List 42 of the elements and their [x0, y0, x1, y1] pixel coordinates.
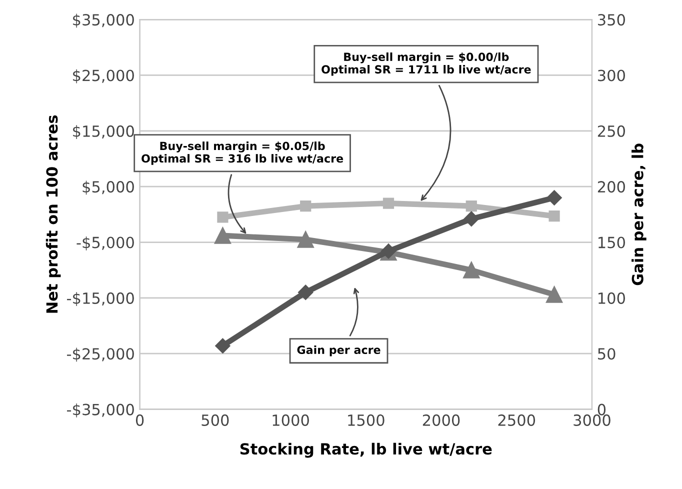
y-tick-label: $25,000: [73, 69, 134, 84]
y2-tick-label: 100: [598, 292, 625, 304]
y2-tick-label: 150: [598, 236, 625, 248]
annotation: Buy-sell margin = $0.05/lb Optimal SR = 316 lb live wt/acre: [142, 142, 344, 165]
y-tick-label: $35,000: [73, 14, 134, 28]
point: [214, 227, 232, 244]
point: [548, 210, 560, 222]
point: [300, 200, 312, 212]
y2-tick-label: 350: [598, 14, 625, 26]
point: [297, 231, 314, 248]
y2-tick-label: 300: [598, 70, 625, 82]
x-tick-label: 1500: [348, 414, 384, 426]
point: [546, 190, 562, 206]
y2-tick-label: 200: [598, 181, 625, 193]
y-tick-label: -$15,000: [67, 292, 134, 306]
y2-tick-label: 250: [598, 125, 625, 137]
annotation: Buy-sell margin = $0.00/lb Optimal SR = 1711 lb live wt/acre: [322, 52, 531, 76]
y-tick-label: -$5,000: [76, 236, 134, 250]
x-tick-label: 0: [136, 414, 144, 426]
y-tick-label: $5,000: [82, 180, 134, 195]
point: [215, 338, 230, 354]
x-tick-label: 3000: [574, 414, 610, 426]
y2-tick-label: 50: [598, 348, 616, 360]
x-tick-label: 2500: [498, 414, 536, 426]
y-tick-label: -$25,000: [67, 348, 134, 362]
x-axis-title: Stocking Rate, lb live wt/acre: [240, 442, 492, 458]
y2-axis-title: Gain per acre, lb: [632, 144, 646, 286]
y2-tick-label: 0: [598, 404, 606, 416]
x-tick-label: 2000: [422, 414, 460, 426]
point: [463, 262, 480, 278]
x-tick-label: 1000: [272, 414, 309, 426]
y-tick-label: $15,000: [73, 125, 134, 139]
point: [217, 212, 228, 223]
point: [382, 198, 394, 209]
point: [298, 284, 314, 300]
y-tick-label: -$35,000: [67, 403, 134, 418]
y-axis-title: Net profit on 100 acres: [46, 115, 61, 313]
point: [466, 200, 477, 212]
annotation: Gain per acre: [297, 345, 380, 356]
point: [464, 211, 479, 226]
point: [546, 286, 563, 303]
x-tick-label: 500: [202, 414, 229, 426]
